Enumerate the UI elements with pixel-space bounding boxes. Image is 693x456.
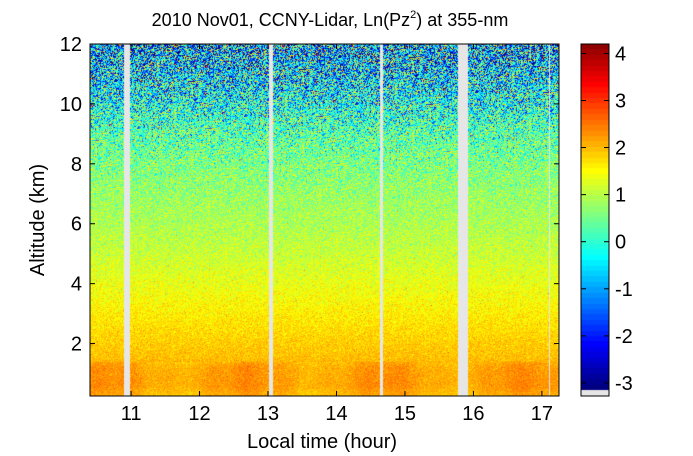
colorbar-ticks: -3 -2 -1 0 1 2 3 4 [581,43,633,395]
y-tick-label: 10 [60,94,82,116]
plot-frame [89,43,560,397]
colorbar-tick-label: 3 [615,90,626,112]
x-tick-label: 15 [394,403,416,425]
colorbar-tick-label: 1 [615,185,626,207]
colorbar-tick-label: -2 [615,326,633,348]
x-tick-label: 16 [462,403,484,425]
y-axis: 2 4 6 8 10 12 [60,34,559,356]
heatmap-image [90,44,559,396]
colorbar: -3 -2 -1 0 1 2 3 4 [580,43,633,397]
heatmap-plot-area [89,43,560,397]
colorbar-tick-label: 0 [615,232,626,254]
chart-title: 2010 Nov01, CCNY-Lidar, Ln(Pz2) at 355-n… [152,9,509,30]
x-tick-label: 17 [531,403,553,425]
chart-title-superscript: 2 [410,9,416,21]
x-tick-label: 14 [325,403,347,425]
chart-title-prefix: 2010 Nov01, CCNY-Lidar, Ln(Pz [152,10,410,30]
x-tick-label: 12 [188,403,210,425]
colorbar-tick-label: -1 [615,279,633,301]
colorbar-tick-label: -3 [615,373,633,395]
y-tick-label: 12 [60,34,82,56]
x-tick-label: 11 [121,403,142,425]
y-tick-label: 2 [71,334,82,356]
colorbar-tick-label: 4 [615,43,626,65]
colorbar-tick-label: 2 [615,138,626,160]
x-tick-label: 13 [257,403,279,425]
y-axis-label: Altitude (km) [27,164,49,276]
x-axis: 11 12 13 14 15 16 17 [121,44,553,425]
colorbar-frame [580,43,610,397]
y-tick-label: 8 [71,154,82,176]
y-tick-label: 4 [71,274,82,296]
x-axis-label: Local time (hour) [247,431,397,453]
chart-title-suffix: ) at 355-nm [416,10,508,30]
colorbar-gradient [581,44,609,396]
y-tick-label: 6 [71,214,82,236]
